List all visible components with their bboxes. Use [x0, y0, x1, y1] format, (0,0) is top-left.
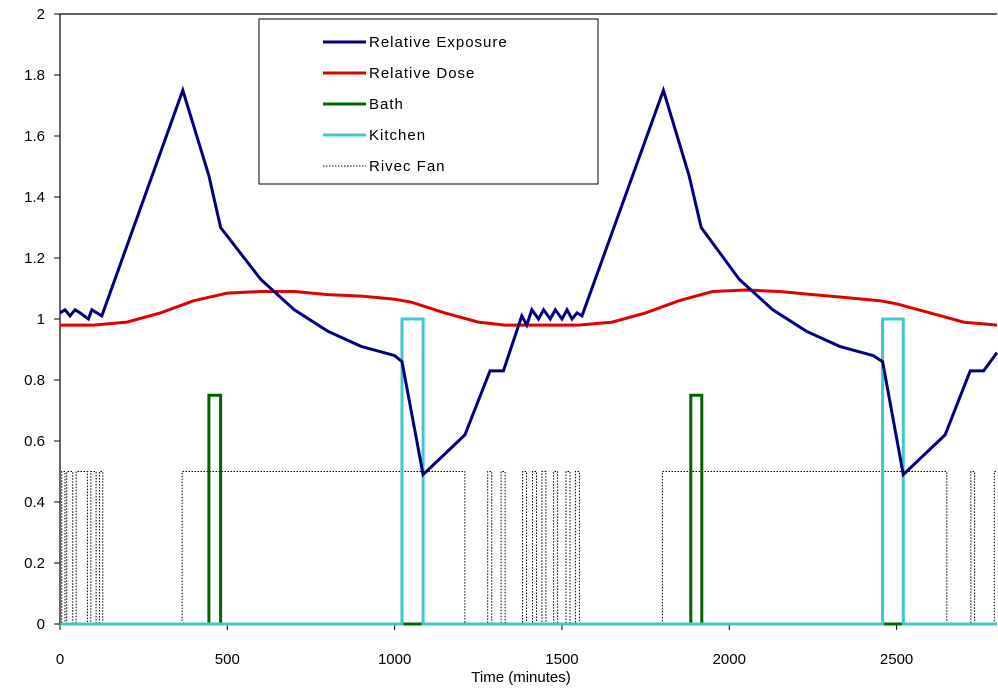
- x-tick-label: 2000: [713, 651, 746, 668]
- series-line-rivec-fan: [60, 471, 997, 625]
- series-layer: [59, 85, 998, 626]
- y-tick-label: 0: [37, 616, 45, 633]
- y-tick-label: 1: [37, 311, 45, 328]
- legend-label-relative-exposure: Relative Exposure: [369, 34, 508, 51]
- x-tick-label: 1000: [378, 651, 411, 668]
- legend: Relative Exposure Relative Dose Bath Kitche…: [258, 18, 599, 185]
- y-axis: 0 0.2 0.4 0.6 0.8 1 1.2 1.4 1.6 1.8 2: [24, 6, 60, 633]
- legend-label-relative-dose: Relative Dose: [369, 65, 475, 82]
- y-tick-label: 1.4: [24, 189, 45, 206]
- series-line-relative-dose: [60, 288, 998, 327]
- y-tick-label: 0.4: [24, 494, 45, 511]
- y-tick-label: 0.6: [24, 433, 45, 450]
- y-tick-label: 1.8: [24, 67, 45, 84]
- x-tick-label: 0: [56, 651, 64, 668]
- x-axis: 0 500 1000 1500 2000 2500: [56, 624, 913, 668]
- y-tick-label: 0.8: [24, 372, 45, 389]
- x-tick-label: 500: [215, 651, 240, 668]
- x-tick-label: 1500: [545, 651, 578, 668]
- y-tick-label: 0.2: [24, 555, 45, 572]
- x-axis-title: Time (minutes): [471, 669, 570, 686]
- legend-label-kitchen: Kitchen: [369, 127, 426, 144]
- series-line-bath: [60, 393, 997, 626]
- legend-box: [258, 18, 599, 185]
- y-tick-label: 1.6: [24, 128, 45, 145]
- series-line-relative-exposure: [59, 85, 998, 478]
- legend-label-bath: Bath: [369, 96, 404, 113]
- y-tick-label: 1.2: [24, 250, 45, 267]
- legend-label-rivec-fan: Rivec Fan: [369, 158, 446, 175]
- x-tick-label: 2500: [880, 651, 913, 668]
- y-tick-label: 2: [37, 6, 45, 23]
